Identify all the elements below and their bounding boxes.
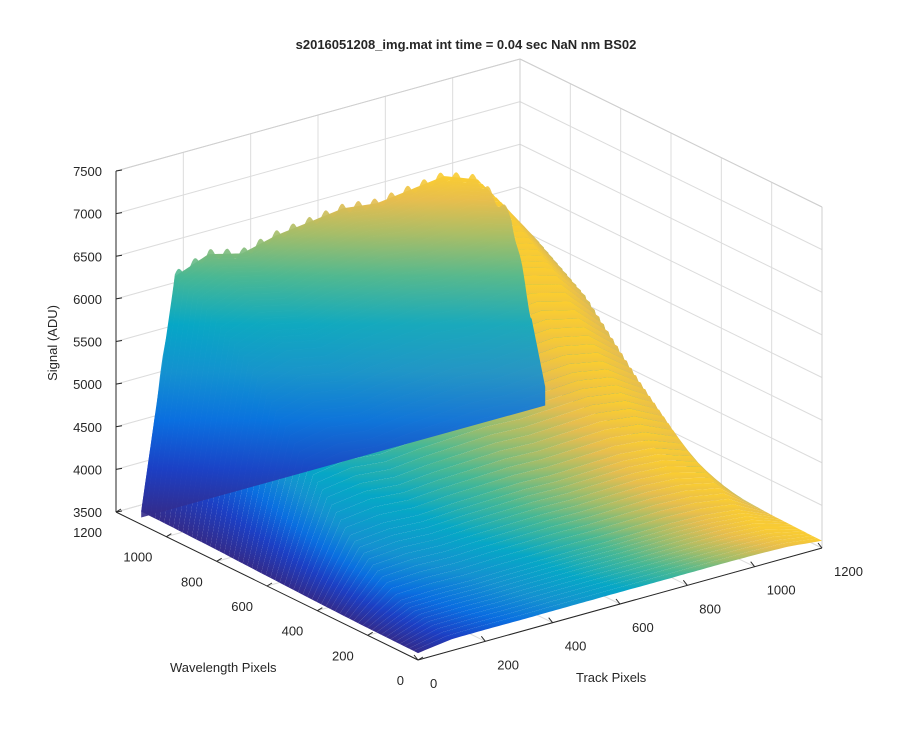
surface-crest bbox=[141, 172, 546, 518]
z-tick-label: 7500 bbox=[73, 164, 102, 179]
x-tick bbox=[480, 636, 486, 642]
y-tick-label: 1200 bbox=[73, 525, 102, 540]
x-tick-label: 800 bbox=[699, 601, 721, 616]
surface-strip bbox=[325, 460, 735, 609]
surface-strip bbox=[279, 385, 689, 586]
surface-strip bbox=[321, 454, 730, 607]
z-tick bbox=[115, 297, 123, 300]
x-tick bbox=[548, 617, 554, 623]
axes bbox=[115, 169, 823, 661]
grid-line bbox=[519, 143, 823, 293]
surface-strip bbox=[298, 416, 707, 595]
x-tick-label: 400 bbox=[565, 639, 587, 654]
y-tick bbox=[266, 582, 273, 587]
y-tick bbox=[317, 607, 323, 612]
y-tick-label: 400 bbox=[282, 624, 304, 639]
z-tick-label: 4500 bbox=[73, 420, 102, 435]
z-axis-label: Signal (ADU) bbox=[45, 305, 60, 381]
z-tick bbox=[115, 254, 123, 257]
z-tick bbox=[115, 382, 123, 385]
z-tick bbox=[115, 425, 123, 428]
x-tick bbox=[413, 654, 419, 661]
surface bbox=[141, 172, 822, 654]
surface-strip bbox=[219, 275, 629, 554]
y-tick bbox=[216, 557, 222, 562]
z-tick bbox=[115, 340, 123, 342]
surface-strip bbox=[316, 447, 726, 605]
x-tick-label: 1000 bbox=[767, 583, 796, 598]
surface-strip bbox=[284, 392, 693, 588]
y-tick bbox=[417, 656, 424, 661]
y-tick-label: 800 bbox=[181, 574, 203, 589]
y-tick-label: 200 bbox=[332, 648, 354, 663]
y-tick-label: 1000 bbox=[123, 550, 152, 565]
z-tick bbox=[115, 212, 123, 215]
x-tick bbox=[817, 542, 823, 549]
x-tick-label: 1200 bbox=[834, 564, 863, 579]
surface-strip bbox=[224, 284, 633, 557]
surface-strip bbox=[330, 466, 739, 612]
z-tick-label: 3500 bbox=[73, 505, 102, 520]
z-tick-label: 5500 bbox=[73, 335, 102, 350]
grid-line bbox=[115, 143, 521, 257]
y-tick bbox=[166, 533, 172, 538]
z-tick-label: 6000 bbox=[73, 292, 102, 307]
box-edge bbox=[519, 58, 823, 208]
x-tick-label: 0 bbox=[430, 676, 437, 691]
grid-line bbox=[519, 101, 823, 251]
z-tick-label: 4000 bbox=[73, 462, 102, 477]
surface-strip bbox=[302, 424, 712, 598]
y-tick bbox=[115, 508, 122, 513]
chart-title: s2016051208_img.mat int time = 0.04 sec … bbox=[296, 37, 637, 52]
grid-line bbox=[115, 101, 521, 215]
z-tick bbox=[115, 169, 123, 172]
box-edge bbox=[115, 58, 521, 172]
x-tick-label: 600 bbox=[632, 620, 654, 635]
x-tick bbox=[682, 580, 688, 586]
y-tick bbox=[367, 631, 373, 636]
surface-strip bbox=[288, 400, 698, 590]
x-tick-label: 200 bbox=[497, 657, 519, 672]
x-tick bbox=[750, 561, 756, 567]
x-axis-label: Track Pixels bbox=[576, 670, 647, 685]
y-tick-label: 0 bbox=[397, 673, 404, 688]
surface-strip bbox=[293, 408, 702, 593]
y-tick-label: 600 bbox=[231, 599, 253, 614]
x-tick bbox=[615, 598, 621, 605]
y-axis-label: Wavelength Pixels bbox=[170, 660, 277, 675]
z-tick-label: 5000 bbox=[73, 377, 102, 392]
grid-line bbox=[519, 229, 823, 378]
z-tick-label: 7000 bbox=[73, 207, 102, 222]
z-tick-label: 6500 bbox=[73, 249, 102, 264]
z-tick bbox=[115, 467, 123, 470]
surface-strip bbox=[215, 267, 624, 552]
grid-line bbox=[519, 186, 823, 336]
tick-labels: 3500400045005000550060006500700075000200… bbox=[73, 164, 863, 691]
